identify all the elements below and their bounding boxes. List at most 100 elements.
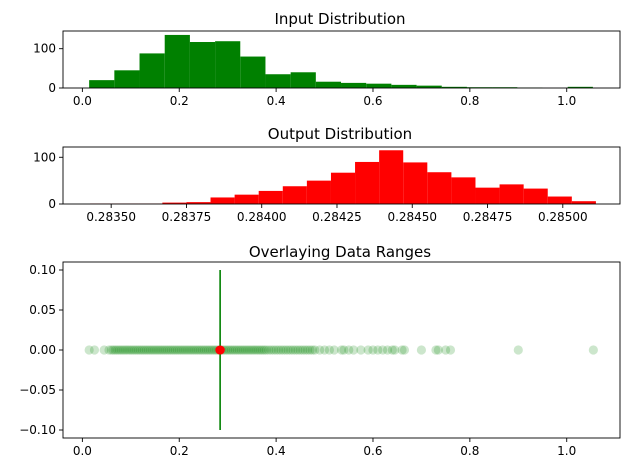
overlaying-data-ranges-panel: Overlaying Data Ranges 0.0 0.2 0.4 0.6 0.8 1.… <box>19 243 621 458</box>
input-point <box>238 345 248 355</box>
input-point <box>356 345 366 355</box>
y-tick-label: 0 <box>48 81 56 95</box>
histogram-bar <box>306 180 331 204</box>
input-point <box>252 345 262 355</box>
input-point <box>201 345 211 355</box>
input-point <box>269 345 279 355</box>
input-point <box>135 345 146 355</box>
input-point <box>122 345 132 355</box>
histogram-bar <box>282 186 307 204</box>
input-point <box>234 345 244 355</box>
input-point <box>126 345 136 355</box>
input-point <box>192 345 202 355</box>
input-point <box>242 345 252 355</box>
input-point <box>149 345 159 355</box>
histogram-bar <box>162 202 187 204</box>
input-point <box>276 345 286 355</box>
x-tick-label: 1.0 <box>557 94 576 108</box>
input-point <box>199 345 210 355</box>
x-tick-label: 0.0 <box>73 94 92 108</box>
histogram-bar <box>189 42 216 88</box>
x-tick-label: 0.8 <box>460 444 479 458</box>
histogram-bar <box>240 56 266 88</box>
input-point <box>433 345 443 355</box>
input-point <box>368 345 378 355</box>
input-point <box>155 345 165 355</box>
input-point <box>315 345 325 355</box>
histogram-bar <box>89 80 115 88</box>
input-point <box>180 345 190 355</box>
input-point <box>336 345 347 355</box>
input-point <box>186 345 196 355</box>
output-distribution-bars <box>90 150 596 204</box>
input-distribution-title: Input Distribution <box>274 10 405 28</box>
input-point <box>283 345 293 355</box>
input-point <box>163 345 173 355</box>
input-point <box>324 345 334 355</box>
input-point <box>244 345 254 355</box>
input-point <box>190 345 200 355</box>
y-tick-label: 0.10 <box>29 263 56 277</box>
input-distribution-axes: 0.0 0.2 0.4 0.6 0.8 1.0 0 100 <box>33 42 576 108</box>
input-point <box>319 345 330 355</box>
input-point <box>295 345 305 355</box>
input-point <box>259 345 270 355</box>
histogram-bar <box>330 172 356 204</box>
input-point <box>139 345 149 355</box>
input-point <box>290 345 301 355</box>
input-point <box>236 345 246 355</box>
input-point <box>182 345 192 355</box>
input-point <box>147 345 157 355</box>
input-point <box>240 345 250 355</box>
input-point <box>174 345 184 355</box>
input-point <box>178 345 188 355</box>
x-tick-label: 0.2 <box>170 444 189 458</box>
input-point <box>310 345 320 355</box>
input-point <box>273 345 284 355</box>
input-point <box>382 345 393 355</box>
histogram-bar <box>341 82 367 88</box>
histogram-bar <box>427 172 452 204</box>
input-point <box>176 345 186 355</box>
input-point <box>226 345 237 355</box>
input-point <box>132 345 142 355</box>
input-point <box>278 345 288 355</box>
overlaying-data-ranges-points <box>84 270 598 430</box>
input-point <box>230 345 241 355</box>
histogram-bar <box>234 194 259 204</box>
overlaying-data-ranges-title: Overlaying Data Ranges <box>249 243 431 261</box>
y-tick-label: 0 <box>48 197 56 211</box>
input-point <box>250 345 260 355</box>
input-point <box>194 345 204 355</box>
input-point <box>207 345 217 355</box>
input-point <box>112 345 122 355</box>
input-point <box>373 345 383 355</box>
input-point <box>170 345 180 355</box>
x-tick-label: 0.6 <box>363 444 382 458</box>
input-point <box>261 345 272 355</box>
histogram-bar <box>416 85 442 88</box>
x-tick-label: 0.6 <box>363 94 382 108</box>
histogram-bar <box>403 162 428 204</box>
histogram-bar <box>366 83 392 88</box>
output-distribution-title: Output Distribution <box>268 125 412 143</box>
histogram-bar <box>451 177 476 204</box>
y-tick-label: 0.00 <box>29 343 56 357</box>
input-point <box>256 345 266 355</box>
input-point <box>106 345 117 355</box>
input-point <box>257 345 268 355</box>
input-point <box>390 345 400 355</box>
x-tick-label: 0.2 <box>170 94 189 108</box>
input-point <box>246 345 256 355</box>
input-point <box>266 345 276 355</box>
input-point <box>232 345 242 355</box>
input-point <box>130 345 140 355</box>
input-point <box>108 345 118 355</box>
output-distribution-frame <box>62 146 621 205</box>
histogram-bar <box>547 196 572 204</box>
input-point <box>228 345 239 355</box>
histogram-bar <box>290 72 316 88</box>
input-point <box>110 345 120 355</box>
input-point <box>161 345 171 355</box>
